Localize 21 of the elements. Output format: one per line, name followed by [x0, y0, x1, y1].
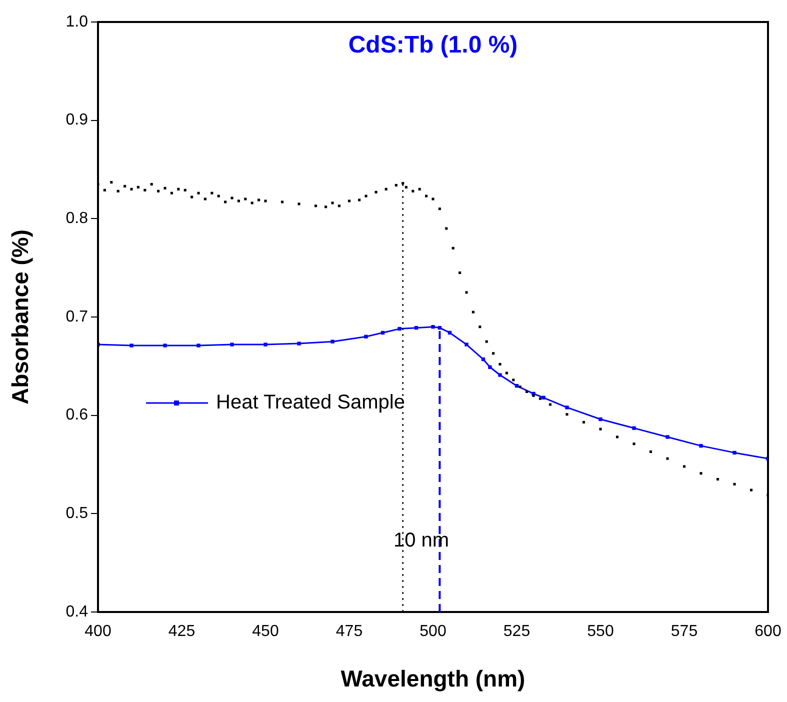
x-axis-title: Wavelength (nm) [340, 666, 526, 692]
y-axis-title: Absorbance (%) [7, 229, 34, 405]
legend-label: Heat Treated Sample [216, 392, 405, 414]
y-tick-label: 0.6 [66, 406, 88, 424]
x-tick-label: 525 [503, 623, 530, 640]
y-tick-label: 0.9 [66, 112, 88, 129]
x-tick-label: 450 [252, 623, 279, 640]
y-tick-label: 1.0 [66, 13, 88, 30]
x-tick-label: 475 [336, 623, 363, 640]
annotation: 10 nm [393, 530, 450, 552]
x-tick-label: 425 [168, 623, 196, 640]
y-tick-label: 0.8 [66, 210, 88, 228]
x-tick-label: 550 [587, 623, 614, 640]
x-tick-label: 500 [420, 623, 446, 640]
y-tick-label: 0.5 [66, 505, 88, 522]
x-tick-label: 600 [754, 623, 782, 640]
y-tick-label: 0.4 [66, 603, 88, 620]
x-tick-label: 575 [670, 623, 698, 640]
x-tick-label: 400 [84, 623, 112, 640]
chart-title: CdS:Tb (1.0 %) [348, 32, 518, 59]
y-tick-label: 0.7 [66, 308, 88, 326]
